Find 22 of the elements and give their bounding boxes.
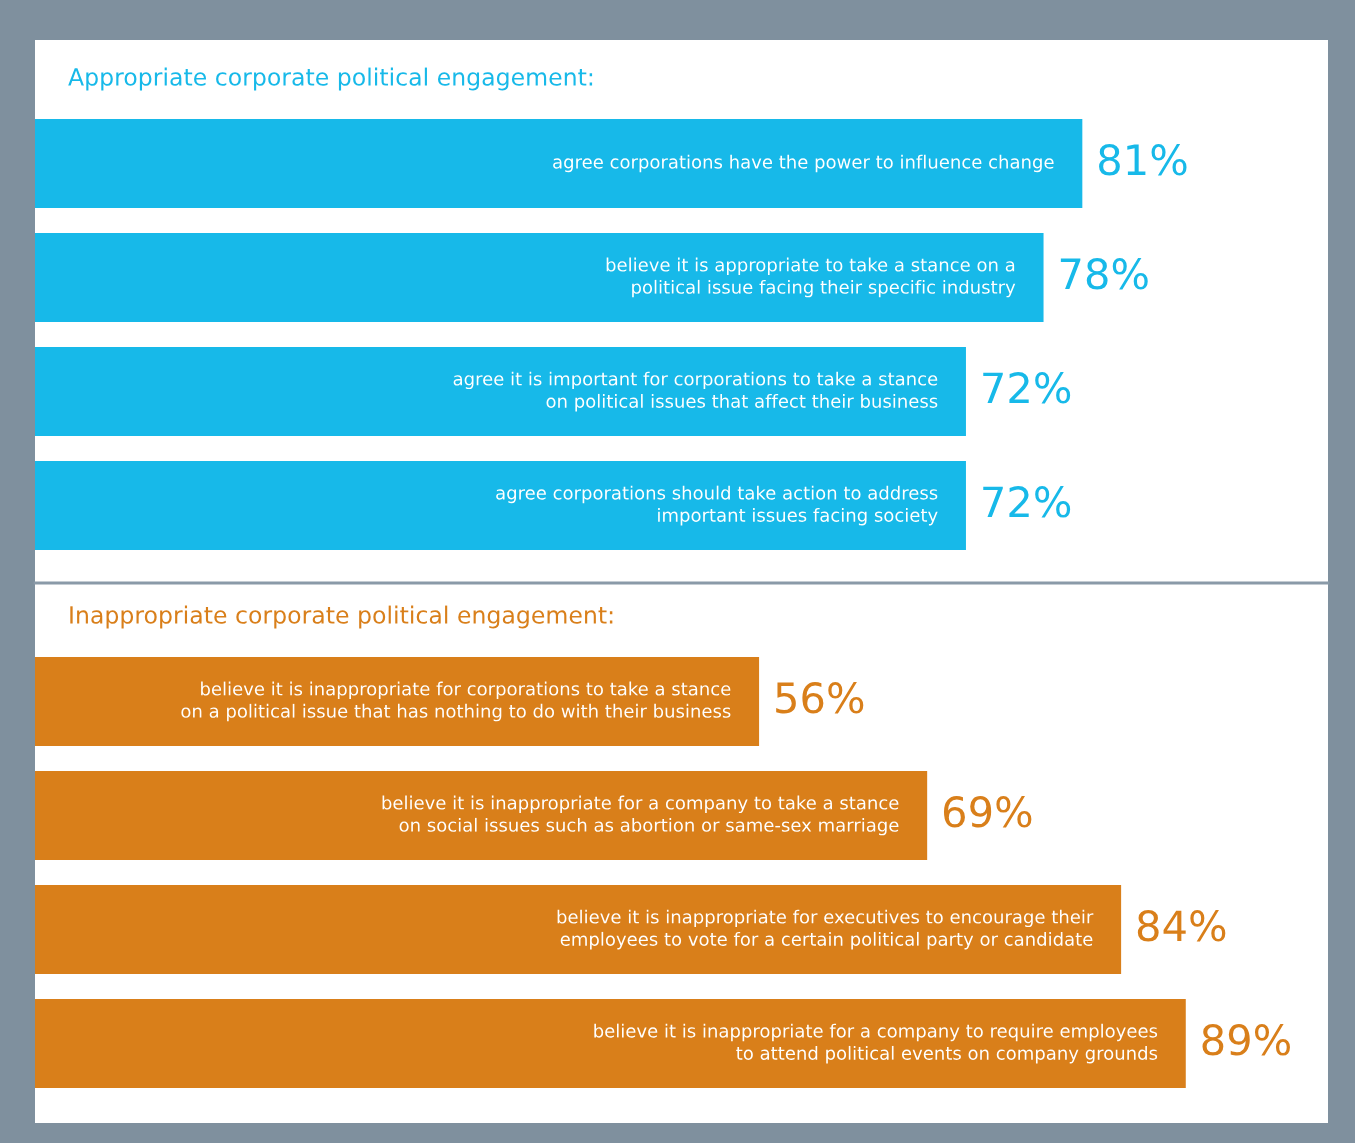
data-label: 81% xyxy=(1099,144,1187,176)
data-label: 72% xyxy=(983,486,1071,518)
y-tick-label: believe it is inappropriate for corporations to take a stance on a political issue that has nothing to do with their business xyxy=(181,681,731,722)
category-label: believe it is appropriate to take a stance on a political issue facing their specific industry xyxy=(606,257,1016,298)
chart-title: Appropriate corporate political engagement: xyxy=(68,67,593,91)
bar xyxy=(35,885,1122,974)
category-label: agree it is important for corporations to take a stance on political issues that affect their business xyxy=(453,371,938,412)
bar xyxy=(35,657,760,746)
y-tick-label: believe it is inappropriate for a company to require employees to attend political events on company grounds xyxy=(594,1023,1158,1064)
bar xyxy=(35,999,1186,1088)
data-label: 84% xyxy=(1137,910,1226,942)
data-label: 56% xyxy=(776,682,864,714)
chart-title: Inappropriate corporate political engagement: xyxy=(70,605,613,629)
data-label: 72% xyxy=(983,372,1071,404)
y-tick-label: believe it is inappropriate for executives to encourage their employees to vote for a certain political party or candidate xyxy=(557,909,1094,950)
y-tick-label: believe it is inappropriate for a company to take a stance on social issues such as abortion or same-sex marriage xyxy=(382,795,899,836)
bar xyxy=(35,771,928,860)
data-label: 69% xyxy=(943,796,1032,828)
category-label: agree corporations should take action to address important issues facing society xyxy=(496,485,938,526)
category-label: agree corporations have the power to influence change xyxy=(553,154,1054,173)
data-label: 78% xyxy=(1060,258,1148,290)
data-label: 89% xyxy=(1202,1024,1290,1056)
